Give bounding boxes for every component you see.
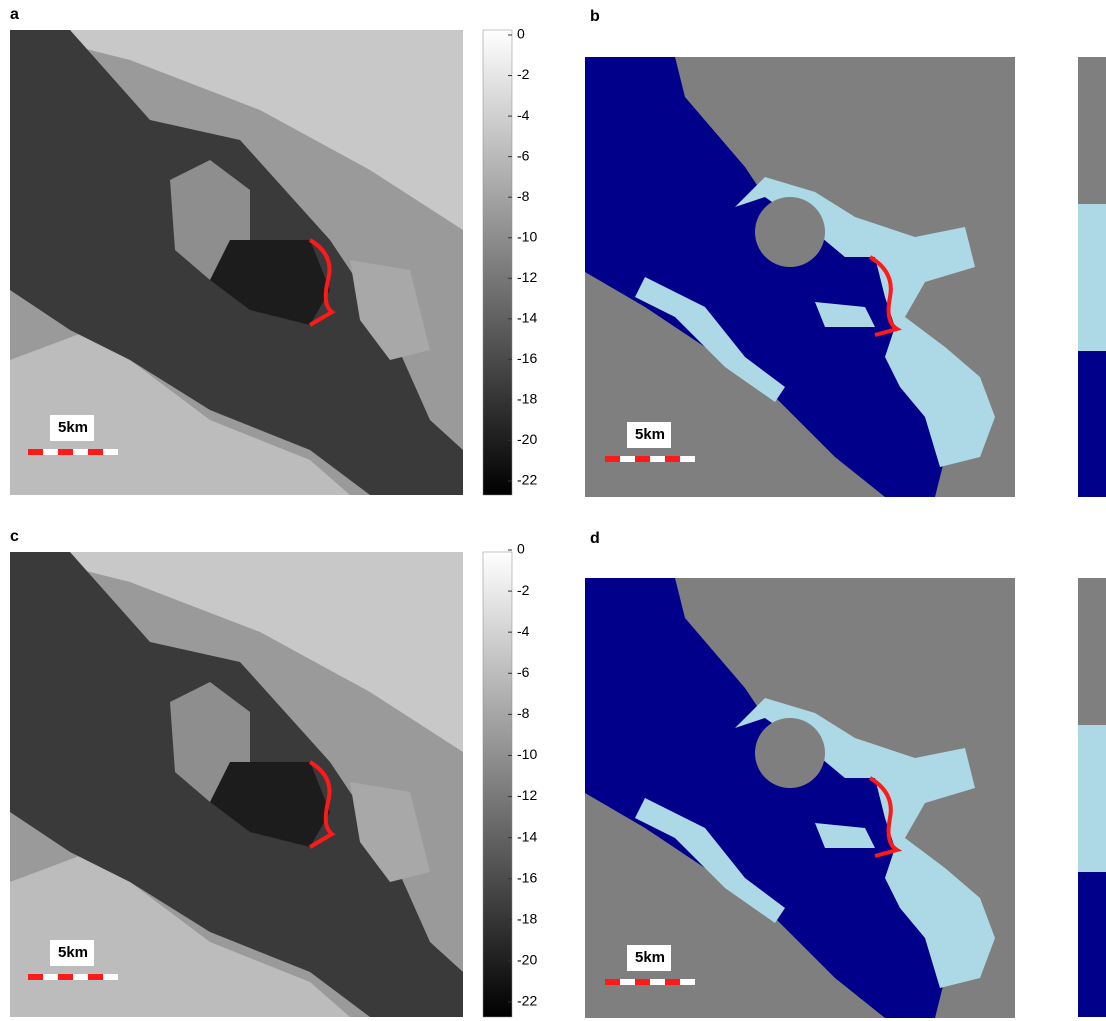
panel-label: c	[10, 528, 19, 545]
colorbar-tick-label: -10	[517, 746, 537, 762]
colorbar-tick-label: -22	[517, 472, 537, 488]
colorbar-tick-label: -18	[517, 911, 537, 927]
colorbar-tick-label: -14	[517, 828, 537, 844]
colorbar-tick-label: -20	[517, 431, 537, 447]
panel-label: a	[10, 6, 19, 23]
panel-d	[583, 576, 1106, 1020]
scale-label: 5km	[635, 426, 665, 443]
panel-label: b	[590, 8, 600, 25]
colorbar-tick-label: 0	[517, 541, 525, 557]
colorbar-tick-label: -2	[517, 66, 530, 82]
colorbar-tick-label: -4	[517, 623, 530, 639]
colorbar-tick-label: -8	[517, 188, 530, 204]
colorbar-tick-label: -2	[517, 582, 530, 598]
colorbar-tick-label: -8	[517, 705, 530, 721]
panel-label: d	[590, 530, 600, 547]
colorbar-tick-label: -10	[517, 228, 537, 244]
panel-b	[583, 55, 1106, 499]
colorbar-tick-label: -14	[517, 310, 537, 326]
colorbar-tick-label: -6	[517, 664, 530, 680]
colorbar-tick-label: -4	[517, 107, 530, 123]
colorbar-tick-label: -18	[517, 391, 537, 407]
colorbar-tick-label: -22	[517, 993, 537, 1009]
colorbar-tick-label: -12	[517, 787, 537, 803]
colorbar-tick-label: -20	[517, 952, 537, 968]
scale-label: 5km	[635, 949, 665, 966]
colorbar-tick-label: -6	[517, 147, 530, 163]
panel-c	[8, 550, 513, 1019]
colorbar-tick-label: -12	[517, 269, 537, 285]
scale-label: 5km	[58, 944, 88, 961]
panel-a	[8, 28, 513, 497]
colorbar-tick-label: -16	[517, 350, 537, 366]
scale-label: 5km	[58, 419, 88, 436]
colorbar-tick-label: -16	[517, 869, 537, 885]
colorbar-tick-label: 0	[517, 26, 525, 42]
